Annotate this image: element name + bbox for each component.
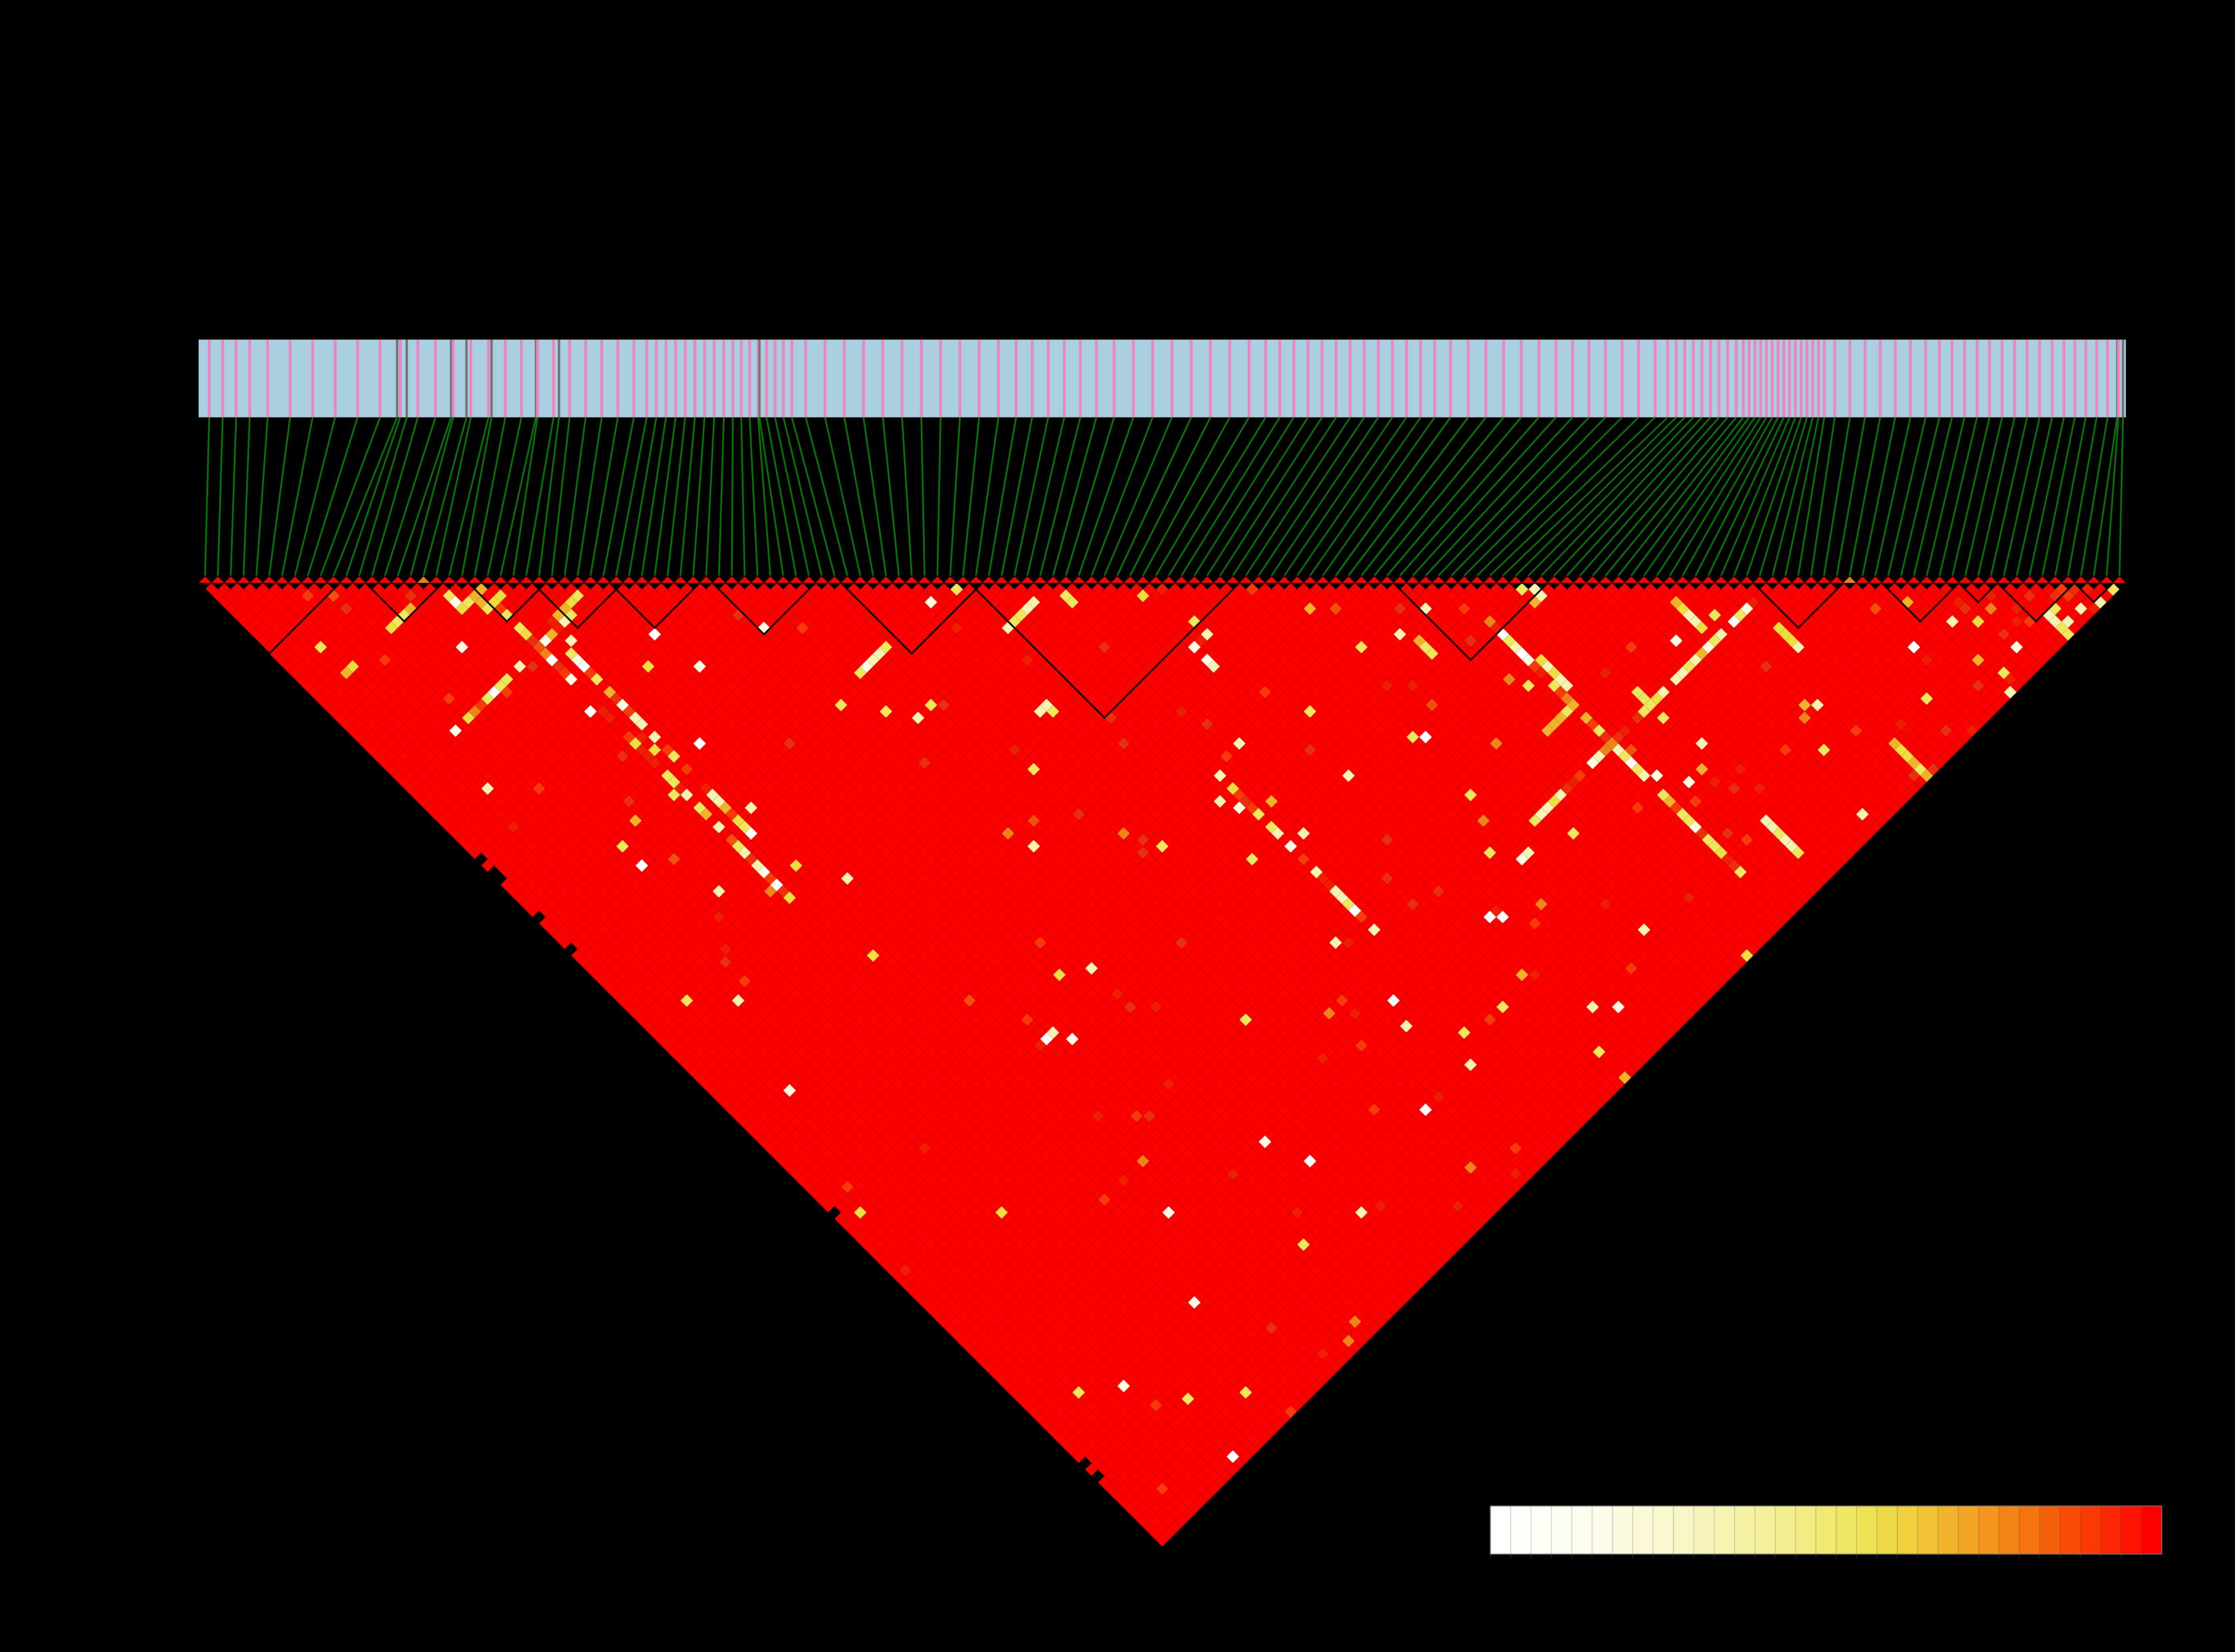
ld-heatmap-figure <box>0 0 2235 1652</box>
ld-heatmap-canvas <box>0 0 2235 1652</box>
